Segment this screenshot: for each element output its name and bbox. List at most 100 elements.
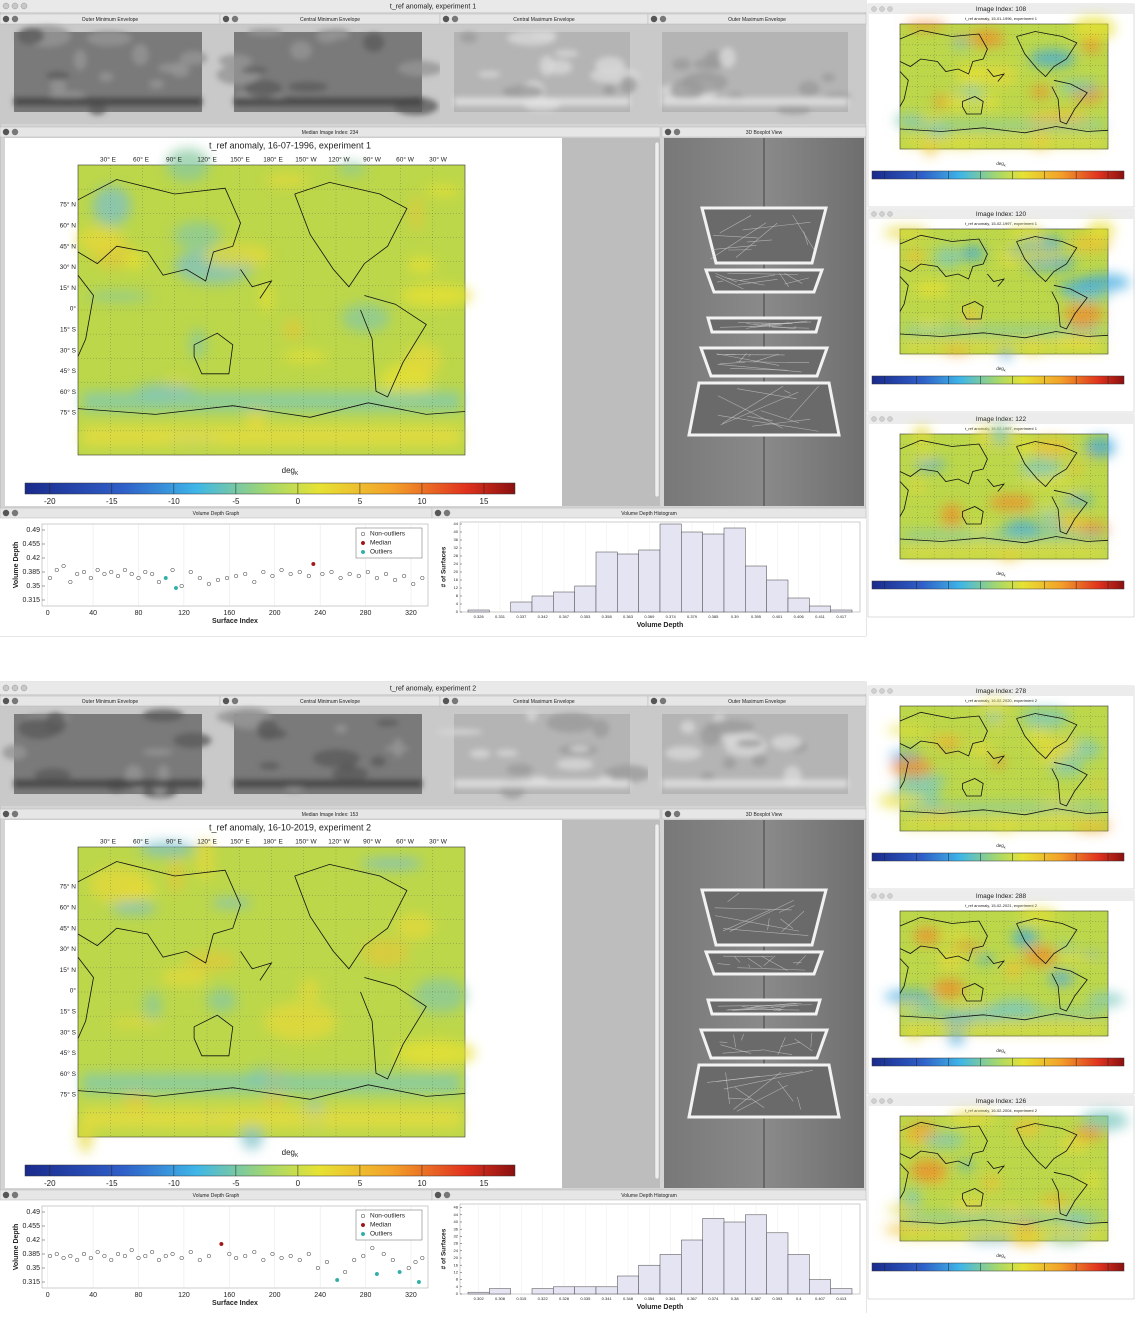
zoom-button[interactable] — [452, 698, 458, 704]
x-tick-label: 200 — [269, 610, 281, 617]
panel-title: Outer Maximum Envelope — [728, 699, 786, 705]
lat-label: 0° — [70, 305, 77, 313]
close-button[interactable] — [223, 698, 229, 704]
close-button[interactable] — [435, 1192, 441, 1198]
scatter-point — [171, 1252, 175, 1256]
anomaly — [1049, 971, 1074, 987]
panel-title: Volume Depth Graph — [193, 511, 240, 517]
scatter-point — [96, 1250, 100, 1254]
scatter-point — [137, 576, 141, 580]
unit-subscript: K — [1004, 845, 1006, 849]
zoom-button[interactable] — [232, 698, 238, 704]
scrollbar[interactable] — [655, 142, 659, 497]
x-tick-label: 0.393 — [772, 1296, 783, 1301]
lon-label: 180° E — [263, 838, 283, 846]
panel-title: Median Image Index: 153 — [302, 812, 359, 818]
zoom-button[interactable] — [674, 811, 680, 817]
zoom-button[interactable] — [12, 129, 18, 135]
histogram-bar — [575, 1287, 596, 1294]
scrollbar[interactable] — [655, 824, 659, 1179]
zoom-button[interactable] — [12, 510, 18, 516]
scatter-point — [298, 570, 302, 574]
close-button[interactable] — [3, 16, 9, 22]
histogram-bar — [468, 610, 489, 612]
texture — [398, 61, 443, 76]
histogram-bar — [660, 524, 681, 612]
texture — [470, 749, 491, 758]
x-tick-label: 120 — [178, 610, 190, 617]
lat-label: 30° S — [60, 346, 77, 354]
x-tick-label: 0.326 — [474, 614, 485, 619]
traffic-light — [880, 894, 885, 899]
close-button[interactable] — [435, 510, 441, 516]
zoom-button[interactable] — [12, 1192, 18, 1198]
anomaly — [953, 1197, 989, 1213]
close-button[interactable] — [443, 698, 449, 704]
texture — [316, 29, 337, 43]
boxplot-slab — [708, 1000, 820, 1014]
histogram-bar — [553, 1287, 574, 1294]
boxplot-slab — [701, 1030, 827, 1058]
scatter-point — [398, 1270, 402, 1274]
close-button[interactable] — [651, 16, 657, 22]
lon-label: 60° W — [396, 156, 415, 164]
panel-title: Volume Depth Histogram — [621, 511, 677, 517]
anomaly — [337, 163, 366, 175]
close-button[interactable] — [651, 698, 657, 704]
close-button[interactable] — [3, 698, 9, 704]
close-button[interactable] — [443, 16, 449, 22]
band — [454, 780, 630, 788]
x-tick-label: 0.308 — [495, 1296, 506, 1301]
y-tick-label: 48 — [454, 1205, 459, 1210]
traffic-light — [880, 417, 885, 422]
close-button[interactable] — [3, 811, 9, 817]
histogram-bar — [511, 602, 532, 612]
lat-label: 60° N — [60, 904, 77, 912]
x-tick-label: 0 — [46, 610, 50, 617]
zoom-button[interactable] — [444, 510, 450, 516]
scatter-point — [382, 1252, 386, 1256]
zoom-button[interactable] — [232, 16, 238, 22]
anomaly — [1050, 761, 1083, 776]
histogram-bar — [831, 1289, 852, 1294]
x-tick-label: 0.341 — [602, 1296, 613, 1301]
zoom-button[interactable] — [444, 1192, 450, 1198]
lon-label: 30° W — [429, 156, 448, 164]
lon-label: 150° E — [230, 838, 250, 846]
colorbar-label: -20 — [44, 1179, 56, 1188]
traffic-light — [872, 894, 877, 899]
zoom-button[interactable] — [12, 16, 18, 22]
close-button[interactable] — [3, 129, 9, 135]
close-button[interactable] — [3, 510, 9, 516]
zoom-button[interactable] — [12, 698, 18, 704]
close-button[interactable] — [223, 16, 229, 22]
x-tick-label: 0.379 — [687, 614, 698, 619]
x-tick-label: 0.353 — [580, 614, 591, 619]
zoom-button[interactable] — [674, 129, 680, 135]
histogram-bar — [532, 1289, 553, 1294]
median-side — [562, 138, 660, 506]
texture — [547, 713, 596, 733]
close-button[interactable] — [665, 811, 671, 817]
scatter-point — [225, 576, 229, 580]
south-band — [904, 532, 1104, 541]
scatter-point — [82, 570, 86, 574]
x-tick-label: 0.369 — [644, 614, 655, 619]
zoom-button[interactable] — [660, 16, 666, 22]
close-button[interactable] — [3, 1192, 9, 1198]
x-tick-label: 0.411 — [815, 614, 825, 619]
scatter-point — [262, 1258, 266, 1262]
slab-frame — [706, 952, 822, 974]
zoom-button[interactable] — [660, 698, 666, 704]
window-title: t_ref anomaly, experiment 2 — [390, 685, 476, 692]
close-button[interactable] — [665, 129, 671, 135]
zoom-button[interactable] — [452, 16, 458, 22]
anomaly — [173, 221, 221, 249]
texture — [288, 82, 327, 92]
boxplot-slab — [706, 270, 822, 292]
scatter-point — [271, 1252, 275, 1256]
zoom-button[interactable] — [12, 811, 18, 817]
band — [14, 98, 202, 106]
